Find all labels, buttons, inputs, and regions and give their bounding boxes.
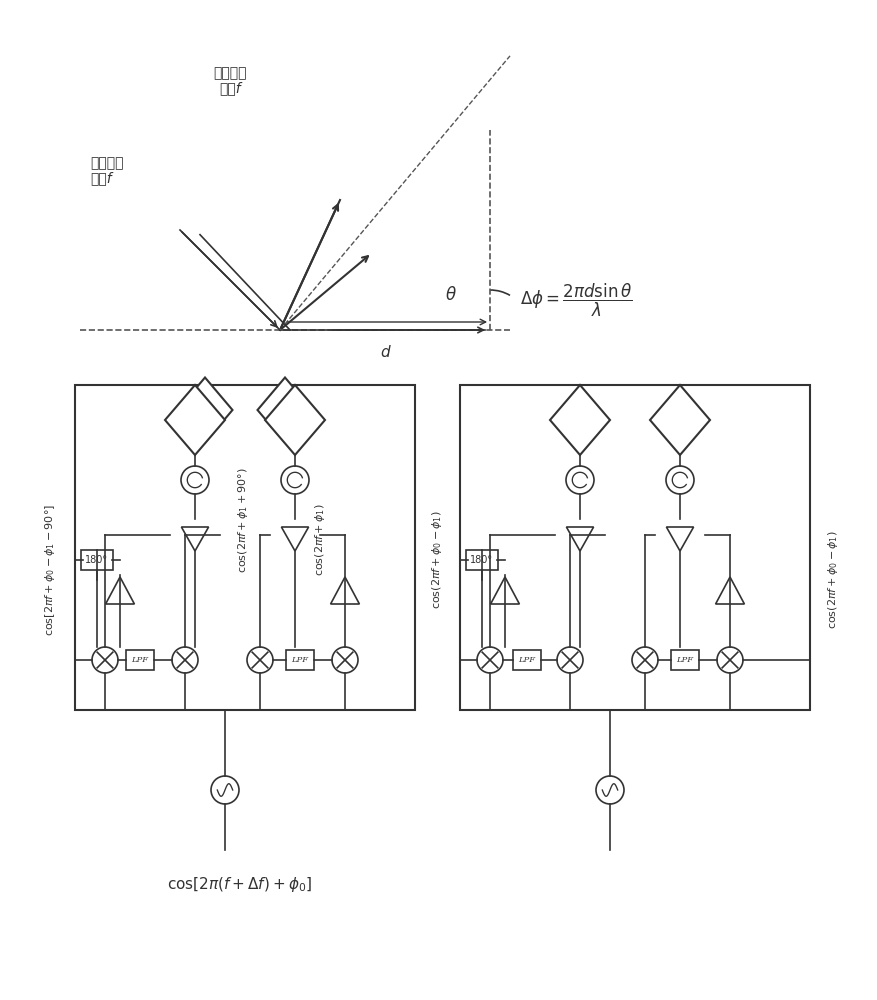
Circle shape (211, 776, 239, 804)
FancyBboxPatch shape (466, 550, 498, 570)
Text: LPF: LPF (132, 656, 148, 664)
Polygon shape (490, 577, 519, 604)
FancyBboxPatch shape (671, 650, 699, 670)
Text: 发射波束: 发射波束 (213, 66, 246, 80)
Text: 频率f: 频率f (90, 171, 111, 185)
Text: 180°: 180° (470, 555, 494, 565)
Circle shape (172, 647, 198, 673)
Polygon shape (265, 385, 325, 455)
Text: $\cos(2\pi f+\phi_1)$: $\cos(2\pi f+\phi_1)$ (313, 504, 327, 576)
Text: $\Delta\phi=\dfrac{2\pi d\sin\theta}{\lambda}$: $\Delta\phi=\dfrac{2\pi d\sin\theta}{\la… (520, 281, 632, 319)
Text: LPF: LPF (676, 656, 694, 664)
Text: 导引信号: 导引信号 (90, 156, 124, 170)
Text: d: d (381, 345, 389, 360)
Polygon shape (282, 527, 309, 551)
Circle shape (477, 647, 503, 673)
Polygon shape (177, 377, 232, 442)
Polygon shape (182, 527, 209, 551)
Polygon shape (258, 377, 312, 442)
Text: $\cos(2\pi f+\phi_0-\phi_1)$: $\cos(2\pi f+\phi_0-\phi_1)$ (430, 511, 444, 609)
Text: 频率f: 频率f (219, 81, 241, 95)
Text: $\theta$: $\theta$ (445, 286, 457, 304)
Circle shape (596, 776, 624, 804)
Text: $\cos(2\pi f+\phi_1+90°)$: $\cos(2\pi f+\phi_1+90°)$ (236, 467, 250, 573)
Polygon shape (331, 577, 360, 604)
Text: LPF: LPF (518, 656, 536, 664)
FancyBboxPatch shape (286, 650, 314, 670)
Polygon shape (716, 577, 745, 604)
Circle shape (566, 466, 594, 494)
Text: LPF: LPF (291, 656, 309, 664)
Circle shape (181, 466, 209, 494)
FancyBboxPatch shape (81, 550, 113, 570)
Polygon shape (105, 577, 134, 604)
FancyBboxPatch shape (513, 650, 541, 670)
Polygon shape (550, 385, 610, 455)
Circle shape (281, 466, 309, 494)
FancyBboxPatch shape (126, 650, 154, 670)
Circle shape (666, 466, 694, 494)
Text: $\cos[2\pi f+\phi_0-\phi_1-90°]$: $\cos[2\pi f+\phi_0-\phi_1-90°]$ (43, 504, 57, 636)
Circle shape (717, 647, 743, 673)
Polygon shape (165, 385, 225, 455)
Circle shape (247, 647, 273, 673)
Circle shape (632, 647, 658, 673)
Polygon shape (650, 385, 710, 455)
Circle shape (92, 647, 118, 673)
Polygon shape (667, 527, 694, 551)
Circle shape (557, 647, 583, 673)
Text: $\cos(2\pi f+\phi_0-\phi_1)$: $\cos(2\pi f+\phi_0-\phi_1)$ (826, 531, 840, 629)
Text: $\cos[2\pi(f+\Delta f)+\phi_0]$: $\cos[2\pi(f+\Delta f)+\phi_0]$ (168, 876, 312, 894)
Polygon shape (567, 527, 594, 551)
FancyBboxPatch shape (460, 385, 810, 710)
FancyBboxPatch shape (75, 385, 415, 710)
Text: 180°: 180° (85, 555, 109, 565)
Circle shape (332, 647, 358, 673)
